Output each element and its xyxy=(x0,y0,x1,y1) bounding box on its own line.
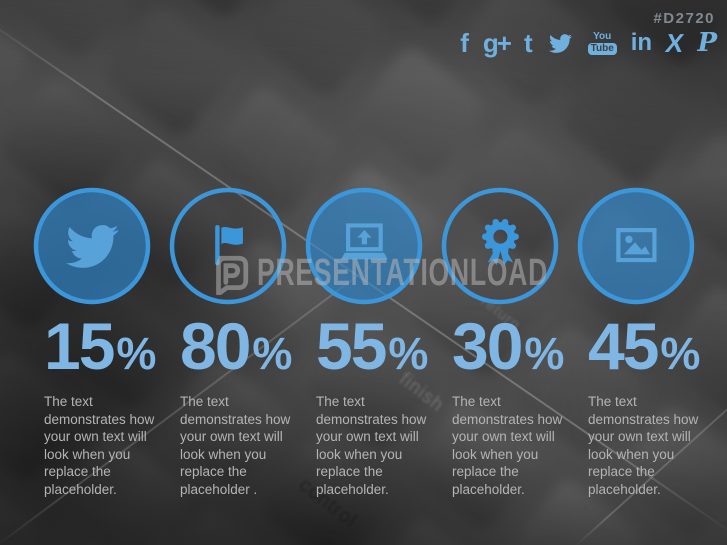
stat-value: 80% xyxy=(180,309,293,383)
youtube-icon: You Tube xyxy=(587,31,617,55)
stat-description: The text demonstrates how your own text … xyxy=(588,394,699,497)
stat-circle xyxy=(441,187,559,305)
linkedin-icon: in xyxy=(630,29,653,56)
stat-circle xyxy=(577,187,695,305)
laptop-upload-icon xyxy=(341,223,388,260)
picture-icon xyxy=(616,228,657,263)
twitter-bird-icon xyxy=(66,224,119,268)
google-plus-icon: g+ xyxy=(482,28,512,58)
stat-circle xyxy=(169,187,287,305)
stat-description: The text demonstrates how your own text … xyxy=(452,394,563,497)
award-ribbon-icon xyxy=(474,218,527,271)
stat-value: 55% xyxy=(316,309,429,383)
slide-id-label: #D2720 xyxy=(653,10,715,27)
social-icons-row: f g+ t You Tube in X P xyxy=(460,28,717,58)
stat-column-picture: 45% The text demonstrates how your own t… xyxy=(568,187,704,498)
stat-value: 30% xyxy=(452,309,565,383)
top-bar: #D2720 f g+ t You Tube in X P xyxy=(460,10,717,58)
stat-circle xyxy=(305,187,423,305)
stat-circle xyxy=(33,187,151,305)
stat-description: The text demonstrates how your own text … xyxy=(316,394,427,497)
facebook-icon: f xyxy=(460,28,469,58)
twitter-bird-icon xyxy=(547,32,574,55)
xing-icon: X xyxy=(663,28,687,58)
stat-description: The text demonstrates how your own text … xyxy=(180,394,291,497)
stats-row: 15% The text demonstrates how your own t… xyxy=(24,187,704,498)
twitter-t-icon: t xyxy=(523,28,533,58)
flag-icon xyxy=(215,225,243,266)
stat-column-flag: 80% The text demonstrates how your own t… xyxy=(160,187,296,498)
stat-value: 15% xyxy=(44,309,157,383)
stat-column-laptop: 55% The text demonstrates how your own t… xyxy=(296,187,432,498)
stat-column-award: 30% The text demonstrates how your own t… xyxy=(432,187,568,498)
pinterest-icon: P xyxy=(697,28,717,58)
stat-value: 45% xyxy=(588,309,701,383)
stat-column-twitter: 15% The text demonstrates how your own t… xyxy=(24,187,160,498)
stat-description: The text demonstrates how your own text … xyxy=(44,394,155,497)
